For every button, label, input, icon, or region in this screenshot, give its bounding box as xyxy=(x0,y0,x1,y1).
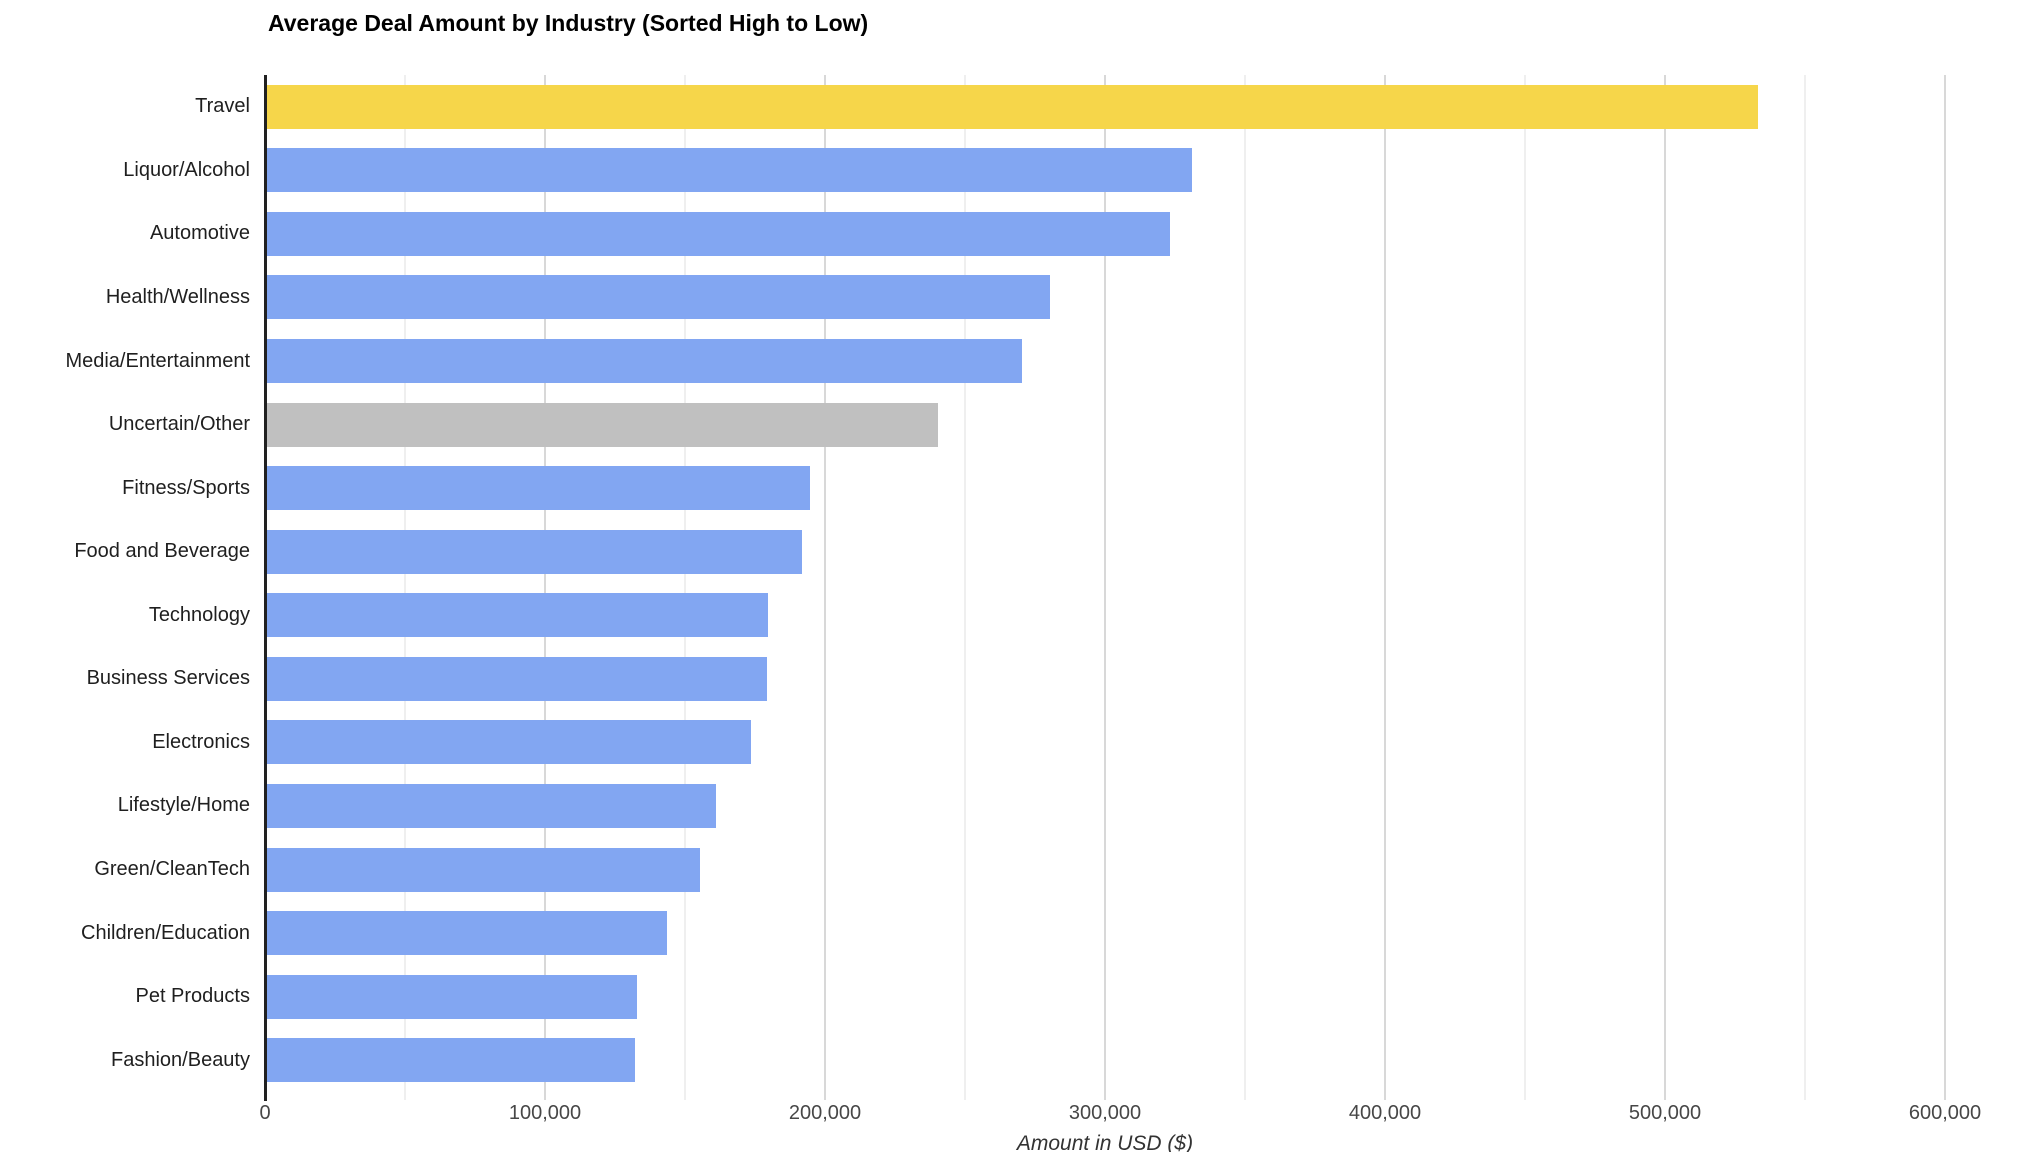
minor-gridline xyxy=(1804,75,1806,1100)
category-label: Electronics xyxy=(152,730,250,753)
bar xyxy=(267,211,1170,256)
major-gridline xyxy=(1664,75,1666,1100)
x-tick-label: 100,000 xyxy=(508,1102,582,1124)
minor-gridline xyxy=(1524,75,1526,1100)
bar xyxy=(267,84,1758,129)
x-tick-label: 400,000 xyxy=(1348,1102,1422,1124)
minor-gridline xyxy=(1244,75,1246,1100)
major-gridline xyxy=(1384,75,1386,1100)
bar xyxy=(267,339,1022,384)
major-gridline xyxy=(1104,75,1106,1100)
category-label: Fitness/Sports xyxy=(122,476,250,499)
bar xyxy=(267,783,717,828)
minor-gridline xyxy=(684,75,686,1100)
bar xyxy=(267,1038,636,1083)
category-label: Automotive xyxy=(149,222,250,245)
category-label: Uncertain/Other xyxy=(108,413,250,436)
bar xyxy=(267,656,767,701)
category-label: Green/CleanTech xyxy=(94,858,250,881)
bar xyxy=(267,275,1050,320)
category-label: Travel xyxy=(195,95,250,118)
chart-title: Average Deal Amount by Industry (Sorted … xyxy=(268,10,869,36)
category-label: Pet Products xyxy=(135,985,250,1008)
x-tick-label: 200,000 xyxy=(788,1102,862,1124)
y-axis-line xyxy=(264,75,267,1092)
x-tick-label: 500,000 xyxy=(1628,1102,1702,1124)
major-gridline xyxy=(544,75,546,1100)
category-label: Lifestyle/Home xyxy=(117,794,250,817)
category-label: Liquor/Alcohol xyxy=(123,158,250,181)
bar xyxy=(267,720,752,765)
bar xyxy=(267,974,637,1019)
x-axis-title: Amount in USD ($) xyxy=(1016,1132,1194,1152)
major-gridline xyxy=(1944,75,1946,1100)
bar xyxy=(267,402,938,447)
bar xyxy=(267,593,769,638)
category-label: Children/Education xyxy=(81,921,250,944)
zero-tick-mark xyxy=(264,1092,267,1101)
minor-gridline xyxy=(404,75,406,1100)
bar xyxy=(267,847,700,892)
category-label: Technology xyxy=(148,603,250,626)
major-gridline xyxy=(824,75,826,1100)
x-tick-label: 600,000 xyxy=(1908,1102,1982,1124)
x-tick-label: 0 xyxy=(259,1102,271,1124)
category-label: Health/Wellness xyxy=(105,285,250,308)
category-label: Business Services xyxy=(86,667,250,690)
category-label: Fashion/Beauty xyxy=(111,1048,250,1071)
x-tick-label: 300,000 xyxy=(1068,1102,1142,1124)
category-label: Media/Entertainment xyxy=(65,349,250,372)
bar xyxy=(267,466,811,511)
bar xyxy=(267,148,1193,193)
minor-gridline xyxy=(964,75,966,1100)
category-label: Food and Beverage xyxy=(74,540,250,563)
bar xyxy=(267,529,802,574)
bar xyxy=(267,911,668,956)
